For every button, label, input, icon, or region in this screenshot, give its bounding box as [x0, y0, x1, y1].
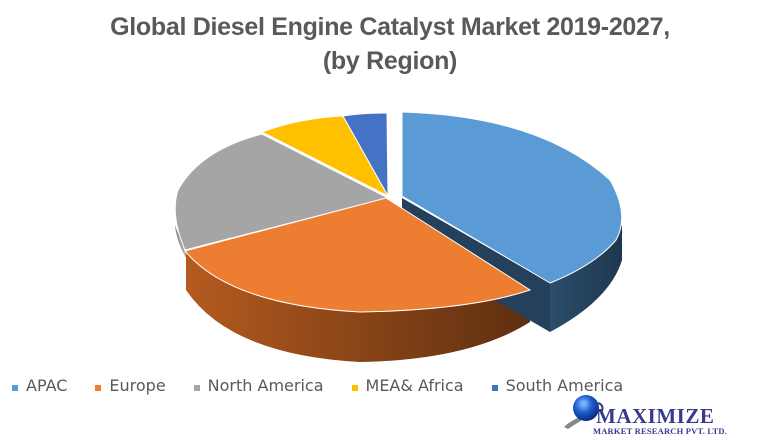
- slice-south-america[interactable]: [342, 112, 389, 197]
- chart-title-line1: Global Diesel Engine Catalyst Market 201…: [110, 13, 670, 41]
- legend-label: APAC: [26, 376, 68, 395]
- legend-item-mea-africa[interactable]: MEA& Africa: [351, 376, 464, 395]
- legend-swatch-north-america: [193, 384, 200, 391]
- legend-label: North America: [207, 376, 324, 395]
- chart-title: Global Diesel Engine Catalyst Market 201…: [0, 10, 780, 78]
- slice-europe[interactable]: [184, 197, 532, 313]
- slice-north-america-side: [175, 225, 186, 258]
- legend-swatch-mea-africa: [351, 384, 358, 391]
- maximize-logo: MAXIMIZE MARKET RESEARCH PVT. LTD.: [560, 395, 760, 440]
- legend-label: Europe: [109, 376, 166, 395]
- logo-tagline: MARKET RESEARCH PVT. LTD.: [593, 426, 728, 436]
- logo-name: MAXIMIZE: [596, 404, 715, 428]
- slice-apac[interactable]: [401, 111, 623, 284]
- legend-swatch-apac: [12, 384, 18, 391]
- slice-mea-africa[interactable]: [260, 115, 390, 198]
- legend-label: MEA& Africa: [365, 376, 464, 395]
- globe-icon: [564, 395, 604, 429]
- slice-europe-side: [186, 250, 530, 362]
- legend-item-north-america[interactable]: North America: [193, 376, 324, 395]
- legend-swatch-south-america: [491, 384, 498, 391]
- chart-title-line2: (by Region): [322, 47, 458, 75]
- legend-item-south-america[interactable]: South America: [491, 376, 624, 395]
- slice-north-america[interactable]: [174, 133, 390, 251]
- legend-label: South America: [505, 376, 624, 395]
- legend-swatch-europe: [95, 384, 102, 391]
- legend-item-apac[interactable]: APAC: [12, 376, 67, 395]
- legend-item-europe[interactable]: Europe: [95, 376, 166, 395]
- chart-legend: APAC Europe North America MEA& Africa So…: [12, 376, 651, 395]
